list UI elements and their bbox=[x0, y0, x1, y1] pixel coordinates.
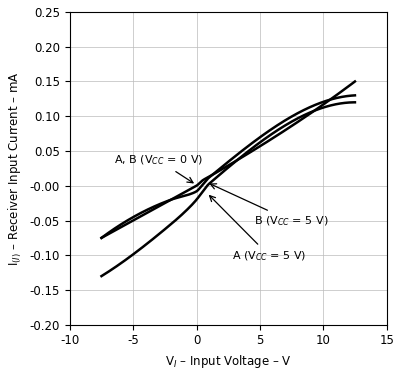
Y-axis label: I$_{(I)}$ – Receiver Input Current – mA: I$_{(I)}$ – Receiver Input Current – mA bbox=[7, 71, 24, 266]
Text: A, B (V$_{CC}$ = 0 V): A, B (V$_{CC}$ = 0 V) bbox=[114, 154, 203, 183]
Text: B (V$_{CC}$ = 5 V): B (V$_{CC}$ = 5 V) bbox=[211, 184, 328, 228]
Text: A (V$_{CC}$ = 5 V): A (V$_{CC}$ = 5 V) bbox=[210, 196, 306, 262]
X-axis label: V$_I$ – Input Voltage – V: V$_I$ – Input Voltage – V bbox=[165, 353, 292, 370]
